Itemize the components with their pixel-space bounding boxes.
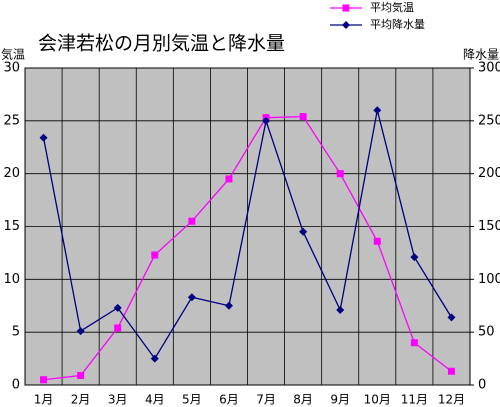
y-tick-label: 5 [12, 325, 20, 340]
y2-tick-label: 50 [478, 325, 495, 340]
x-tick-label: 1月 [34, 393, 54, 407]
legend-marker [342, 4, 350, 12]
data-point [40, 376, 48, 384]
y-tick-label: 0 [12, 378, 20, 393]
series-line [42, 110, 453, 360]
x-tick-label: 9月 [330, 393, 350, 407]
y2-tick-label: 250 [478, 113, 500, 128]
x-tick-label: 4月 [145, 393, 165, 407]
y-tick-label: 10 [3, 272, 20, 287]
data-point [447, 313, 456, 322]
data-point [39, 133, 48, 142]
data-point [336, 170, 344, 178]
data-point [336, 305, 345, 314]
x-tick-label: 2月 [71, 393, 91, 407]
data-point [373, 106, 382, 115]
y2-tick-label: 100 [478, 272, 500, 287]
y2-tick-label: 150 [478, 219, 500, 234]
data-point [187, 293, 196, 302]
x-tick-label: 8月 [293, 393, 313, 407]
x-tick-label: 10月 [364, 393, 391, 407]
data-point [299, 113, 307, 121]
data-point [373, 237, 381, 245]
data-point [151, 251, 159, 259]
x-tick-label: 3月 [108, 393, 128, 407]
data-point [447, 367, 455, 375]
data-point [188, 217, 196, 225]
y-tick-label: 25 [3, 113, 20, 128]
x-tick-label: 6月 [219, 393, 239, 407]
legend-label: 平均降水量 [370, 17, 425, 31]
data-point [262, 116, 271, 125]
y-tick-label: 30 [3, 61, 20, 76]
x-tick-label: 5月 [182, 393, 202, 407]
x-tick-label: 7月 [256, 393, 276, 407]
y2-tick-label: 0 [478, 378, 486, 393]
data-point [410, 253, 419, 262]
y2-axis-label: 降水量 [463, 48, 499, 62]
data-point [77, 371, 85, 379]
y2-tick-label: 200 [478, 166, 500, 181]
x-tick-label: 11月 [401, 393, 428, 407]
y2-tick-label: 300 [478, 61, 500, 76]
data-point [76, 327, 85, 336]
data-point [299, 227, 308, 236]
data-point [225, 175, 233, 183]
x-tick-label: 12月 [438, 393, 465, 407]
data-point [150, 354, 159, 363]
data-point [113, 303, 122, 312]
y-axis-label: 気温 [1, 47, 25, 62]
chart-title: 会津若松の月別気温と降水量 [38, 33, 285, 55]
data-point [410, 339, 418, 347]
series-line [43, 115, 452, 381]
y-tick-label: 15 [3, 219, 20, 234]
data-point [114, 324, 122, 332]
data-point [224, 301, 233, 310]
legend-marker [342, 21, 350, 29]
y-tick-label: 20 [3, 166, 20, 181]
legend-label: 平均気温 [370, 0, 414, 14]
